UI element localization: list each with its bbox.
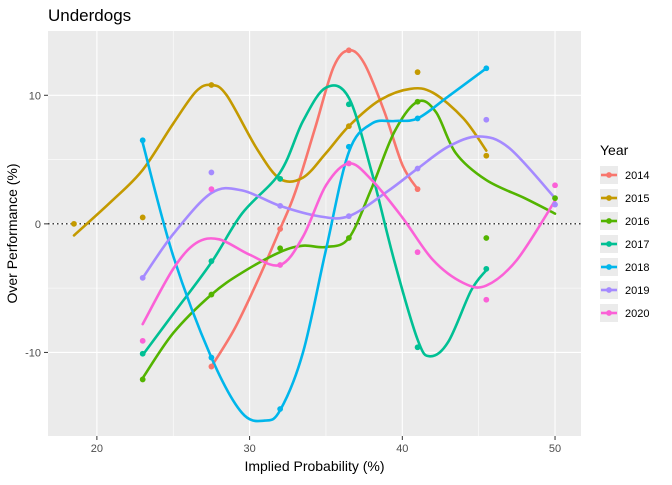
point-2020 xyxy=(139,337,146,344)
y-tick-label: -10 xyxy=(25,347,41,359)
x-tick-label: 20 xyxy=(91,443,103,455)
point-2016 xyxy=(483,235,490,241)
legend-items: 2014 2015 2016 2017 2018 2019 2020 xyxy=(600,166,649,322)
legend-item-2018: 2018 xyxy=(600,258,649,276)
legend-item-2015: 2015 xyxy=(600,189,649,207)
curve-2020 xyxy=(141,162,557,326)
point-2017 xyxy=(139,350,146,357)
minor-gridlines xyxy=(48,31,581,436)
legend-key-point xyxy=(606,264,612,270)
point-2017 xyxy=(483,265,490,272)
point-2016 xyxy=(208,291,215,298)
curve-2018 xyxy=(141,67,488,423)
point-2017 xyxy=(277,175,284,182)
point-2017 xyxy=(345,101,352,108)
point-2016 xyxy=(277,245,284,252)
legend-label: 2014 xyxy=(625,170,649,182)
y-axis-title: Over Performance (%) xyxy=(4,163,20,303)
legend-item-2017: 2017 xyxy=(600,235,649,253)
point-2019 xyxy=(552,201,558,208)
plot-panel xyxy=(48,31,581,436)
y-tick-label: 10 xyxy=(29,90,41,102)
legend-item-2020: 2020 xyxy=(600,304,649,322)
legend-label: 2020 xyxy=(625,308,649,320)
point-2019 xyxy=(345,213,352,220)
x-tick-label: 40 xyxy=(396,443,408,455)
point-2018 xyxy=(345,143,352,150)
x-tick-label: 50 xyxy=(549,443,561,455)
legend-label: 2017 xyxy=(625,239,649,251)
x-axis-title: Implied Probability (%) xyxy=(244,458,384,474)
x-tick-label: 30 xyxy=(243,443,255,455)
point-2014 xyxy=(208,363,215,370)
legend-key-point xyxy=(606,172,612,178)
point-2018 xyxy=(277,406,284,412)
point-2014 xyxy=(345,47,352,54)
point-2014 xyxy=(414,186,421,193)
legend-label: 2016 xyxy=(625,216,649,228)
legend-label: 2015 xyxy=(625,193,649,205)
point-2019 xyxy=(139,274,146,281)
legend-key-point xyxy=(606,310,612,316)
legend-key-point xyxy=(606,241,612,247)
point-2015 xyxy=(414,69,421,76)
point-2015 xyxy=(483,152,490,159)
legend: Year 2014 2015 2016 2017 2018 2019 2020 xyxy=(600,142,649,322)
legend-key-point xyxy=(606,218,612,224)
point-2016 xyxy=(414,98,421,105)
chart-title: Underdogs xyxy=(48,6,131,25)
x-axis-ticks: 20 30 40 50 xyxy=(91,436,561,455)
point-2016 xyxy=(552,195,558,202)
point-2019 xyxy=(277,202,284,209)
legend-label: 2019 xyxy=(625,285,649,297)
point-2020 xyxy=(552,182,558,189)
legend-item-2016: 2016 xyxy=(600,212,649,230)
legend-label: 2018 xyxy=(625,262,649,274)
point-2016 xyxy=(345,235,352,241)
point-2014 xyxy=(277,226,284,232)
point-2018 xyxy=(139,137,146,144)
curve-2017 xyxy=(141,84,488,358)
point-2018 xyxy=(483,65,490,72)
data-points xyxy=(71,47,558,412)
point-2020 xyxy=(277,262,284,268)
point-2020 xyxy=(345,160,352,167)
legend-item-2014: 2014 xyxy=(600,166,649,184)
point-2017 xyxy=(208,258,215,265)
point-2019 xyxy=(208,169,215,176)
curve-2016 xyxy=(141,99,557,380)
point-2018 xyxy=(208,354,215,361)
point-2015 xyxy=(139,214,146,221)
y-axis-ticks: -10 0 10 xyxy=(25,90,48,359)
point-2015 xyxy=(71,220,77,227)
point-2017 xyxy=(414,344,421,351)
point-2018 xyxy=(414,115,421,122)
point-2015 xyxy=(208,82,215,88)
legend-key-point xyxy=(606,287,612,293)
point-2020 xyxy=(483,296,490,303)
y-tick-label: 0 xyxy=(35,219,41,231)
point-2019 xyxy=(483,116,490,123)
legend-item-2019: 2019 xyxy=(600,281,649,299)
legend-key-point xyxy=(606,195,612,201)
point-2016 xyxy=(139,376,146,383)
point-2019 xyxy=(414,165,421,172)
point-2015 xyxy=(345,123,352,130)
point-2020 xyxy=(208,186,215,193)
major-gridlines xyxy=(48,31,581,436)
legend-title: Year xyxy=(600,142,629,158)
curve-2014 xyxy=(210,48,419,368)
point-2020 xyxy=(414,249,421,256)
